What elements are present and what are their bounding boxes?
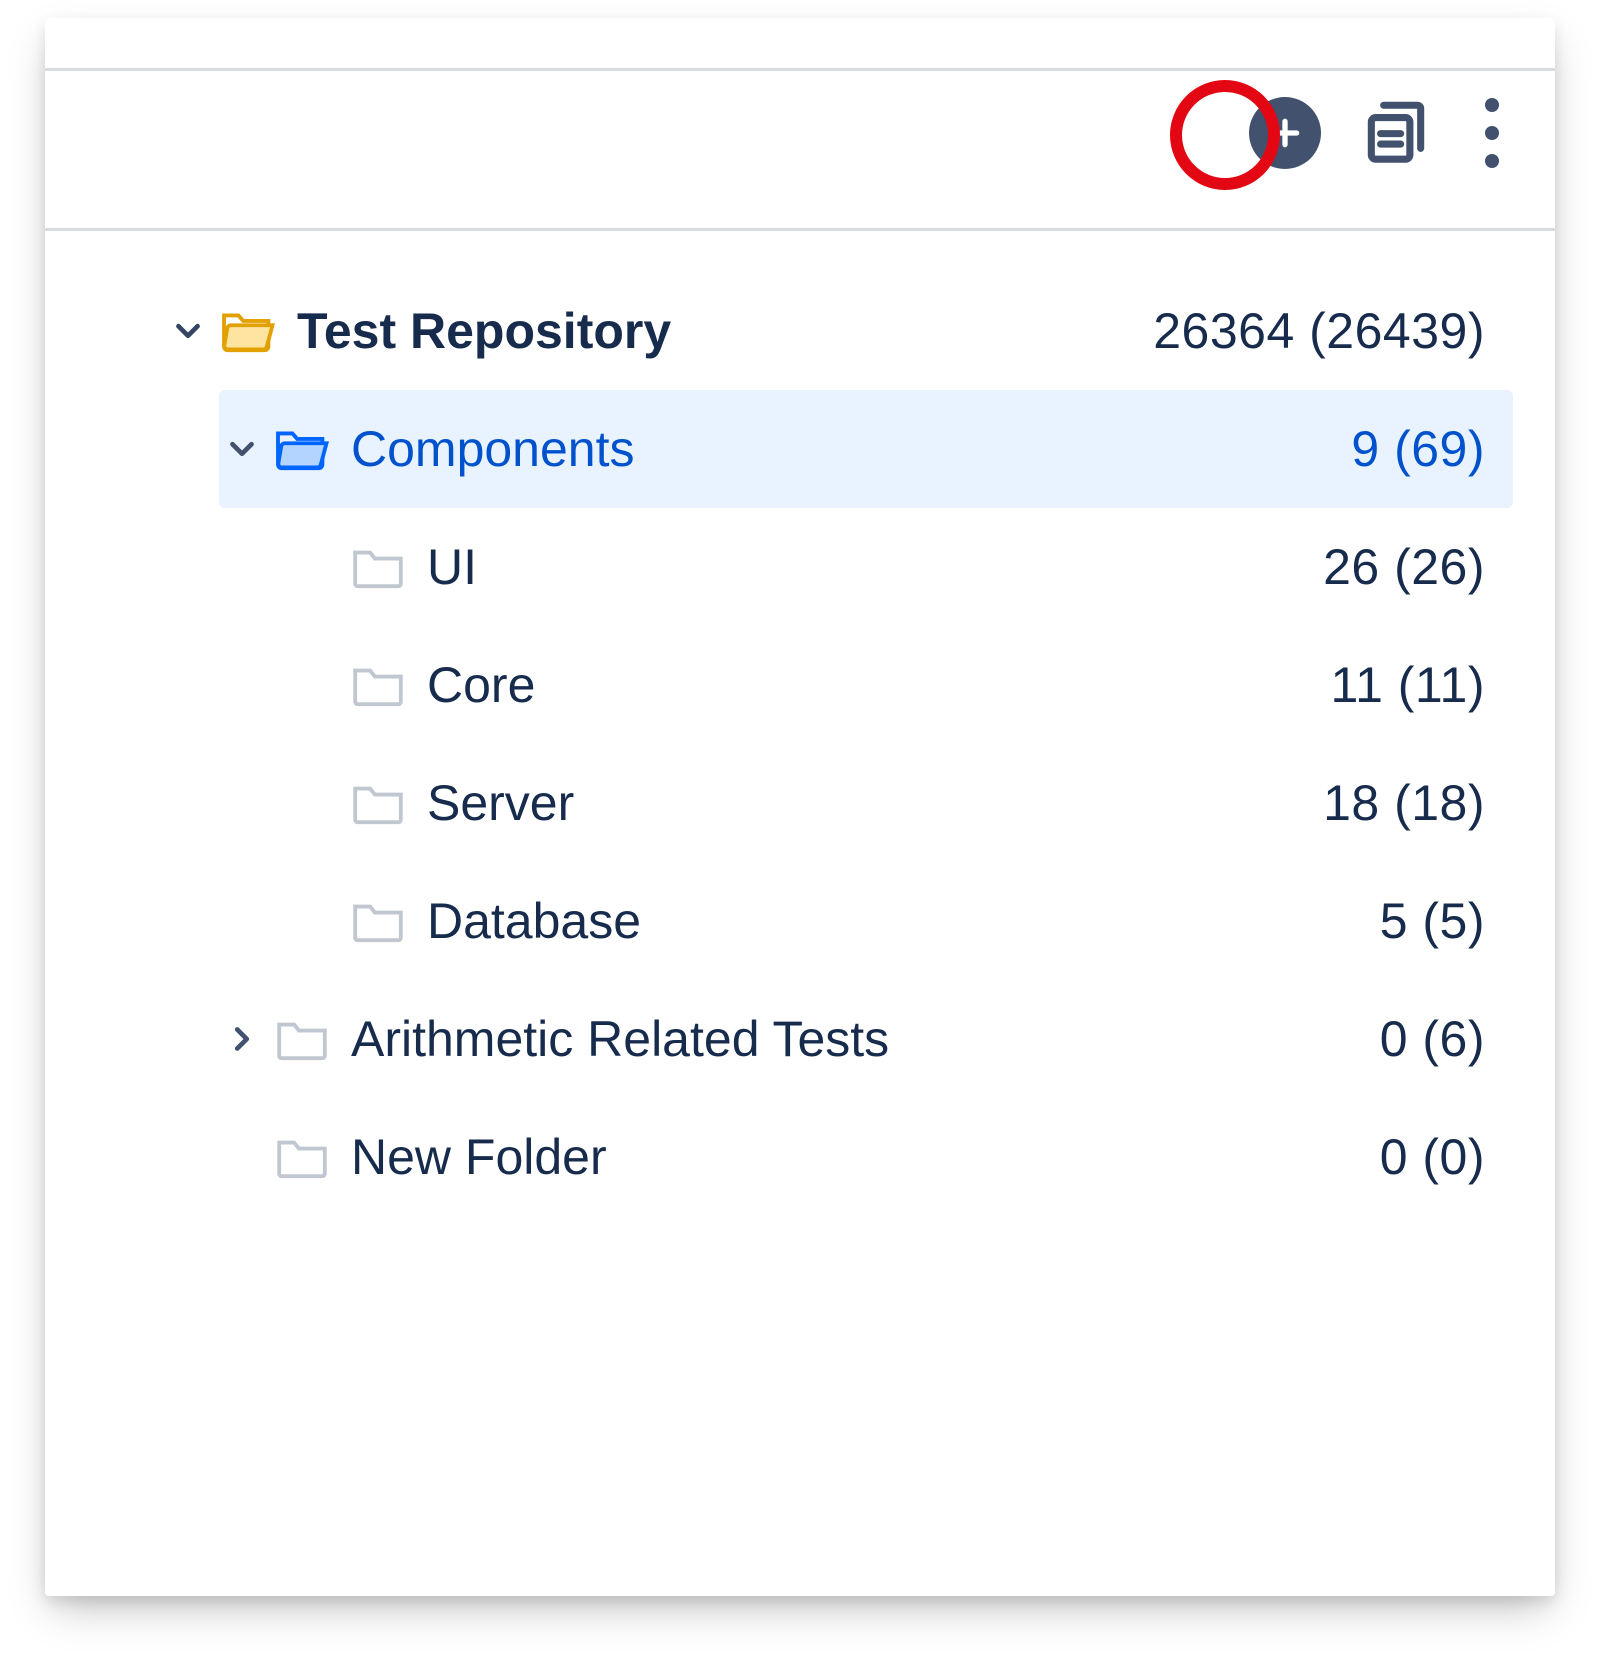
tree-row-count: 26 (26) bbox=[1323, 538, 1485, 596]
folder-closed-icon bbox=[349, 543, 407, 591]
chevron-down-icon[interactable] bbox=[219, 430, 265, 468]
folder-closed-icon bbox=[273, 1015, 331, 1063]
tree-row-database[interactable]: Database 5 (5) bbox=[99, 862, 1513, 980]
tree-row-label: Arithmetic Related Tests bbox=[351, 1010, 1380, 1068]
tree-row-count: 9 (69) bbox=[1351, 420, 1485, 478]
folder-open-icon bbox=[219, 307, 277, 355]
chevron-right-icon[interactable] bbox=[219, 1020, 265, 1058]
tree-row-ui[interactable]: UI 26 (26) bbox=[99, 508, 1513, 626]
tree-row-count: 11 (11) bbox=[1330, 656, 1485, 714]
folder-closed-icon bbox=[349, 661, 407, 709]
expand-all-button[interactable] bbox=[1359, 96, 1433, 170]
more-actions-button[interactable] bbox=[1471, 98, 1513, 168]
tree-row-label: Components bbox=[351, 420, 1351, 478]
plus-circle-icon bbox=[1249, 97, 1321, 169]
tree-row-count: 26364 (26439) bbox=[1153, 302, 1485, 360]
divider-bottom bbox=[45, 228, 1555, 231]
tree-row-components[interactable]: Components 9 (69) bbox=[219, 390, 1513, 508]
tree-row-count: 18 (18) bbox=[1323, 774, 1485, 832]
folder-closed-icon bbox=[349, 779, 407, 827]
tree-row-label: New Folder bbox=[351, 1128, 1380, 1186]
tree-row-new-folder[interactable]: New Folder 0 (0) bbox=[219, 1098, 1513, 1216]
chevron-down-icon[interactable] bbox=[165, 312, 211, 350]
repository-tree-panel: Test Repository 26364 (26439) Components… bbox=[45, 18, 1555, 1596]
kebab-icon bbox=[1471, 98, 1513, 168]
folder-open-icon bbox=[273, 425, 331, 473]
tree-row-arithmetic[interactable]: Arithmetic Related Tests 0 (6) bbox=[219, 980, 1513, 1098]
toolbar bbox=[1249, 96, 1513, 170]
folder-closed-icon bbox=[273, 1133, 331, 1181]
tree-row-label: UI bbox=[427, 538, 1323, 596]
tree-row-count: 0 (6) bbox=[1380, 1010, 1485, 1068]
tree-row-label: Server bbox=[427, 774, 1323, 832]
divider-top bbox=[45, 68, 1555, 71]
tree-row-server[interactable]: Server 18 (18) bbox=[99, 744, 1513, 862]
repository-tree: Test Repository 26364 (26439) Components… bbox=[99, 272, 1513, 1216]
tree-row-core[interactable]: Core 11 (11) bbox=[99, 626, 1513, 744]
tree-row-root[interactable]: Test Repository 26364 (26439) bbox=[165, 272, 1513, 390]
tree-row-label: Test Repository bbox=[297, 302, 1153, 360]
tree-row-count: 0 (0) bbox=[1380, 1128, 1485, 1186]
tree-row-count: 5 (5) bbox=[1380, 892, 1485, 950]
tree-row-label: Database bbox=[427, 892, 1380, 950]
folder-closed-icon bbox=[349, 897, 407, 945]
add-button[interactable] bbox=[1249, 97, 1321, 169]
tree-row-label: Core bbox=[427, 656, 1330, 714]
expand-all-icon bbox=[1359, 96, 1433, 170]
